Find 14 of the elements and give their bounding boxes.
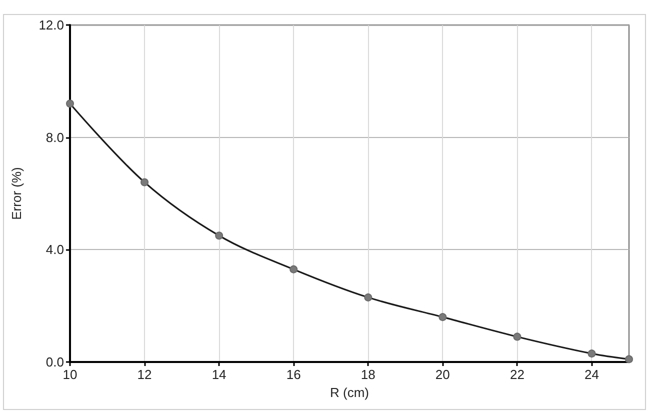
- y-tick-label: 12.0: [38, 18, 64, 32]
- x-tick-label: 20: [435, 367, 450, 382]
- y-tick-label: 0.0: [46, 354, 64, 370]
- x-tick-label: 12: [137, 367, 152, 382]
- y-tick-label: 8.0: [46, 130, 64, 145]
- x-tick-label: 14: [212, 367, 226, 382]
- x-tick-label: 16: [286, 367, 301, 382]
- x-axis-title: R (cm): [330, 385, 369, 400]
- x-tick-label: 22: [510, 367, 524, 382]
- y-axis-title: Error (%): [9, 167, 24, 220]
- x-tick-label: 24: [584, 367, 599, 382]
- x-tick-label: 18: [360, 367, 376, 382]
- y-tick-label: 4.0: [46, 242, 64, 258]
- x-tick-label: 10: [62, 367, 78, 382]
